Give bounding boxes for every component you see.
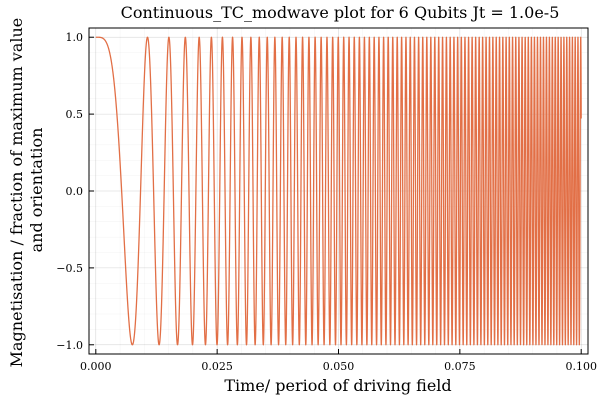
y-tick-label: −0.5 xyxy=(56,262,83,275)
y-axis-label-line-1: Magnetisation / fraction of maximum valu… xyxy=(7,18,26,368)
y-tick-label: 1.0 xyxy=(66,31,84,44)
y-tick-label: 0.0 xyxy=(66,185,84,198)
y-axis-label: Magnetisation / fraction of maximum valu… xyxy=(7,13,46,368)
major-grid xyxy=(89,28,588,354)
series-layer xyxy=(95,36,582,346)
x-axis-ticks: 0.000 0.025 0.050 0.075 0.100 xyxy=(80,349,597,373)
x-tick-label: 0.000 xyxy=(80,360,112,373)
y-tick-label: −1.0 xyxy=(56,339,83,352)
x-tick-label: 0.025 xyxy=(201,360,233,373)
y-tick-label: 0.5 xyxy=(66,108,84,121)
x-tick-label: 0.100 xyxy=(565,360,597,373)
x-tick-label: 0.050 xyxy=(323,360,355,373)
chart-title: Continuous_TC_modwave plot for 6 Qubits … xyxy=(121,3,560,22)
y-axis-ticks: −1.0 −0.5 0.0 0.5 1.0 xyxy=(56,31,94,352)
y-axis-label-line-2: and orientation xyxy=(27,128,46,253)
x-axis-label: Time/ period of driving field xyxy=(224,376,451,395)
x-tick-label: 0.075 xyxy=(444,360,476,373)
series-line xyxy=(95,36,582,346)
